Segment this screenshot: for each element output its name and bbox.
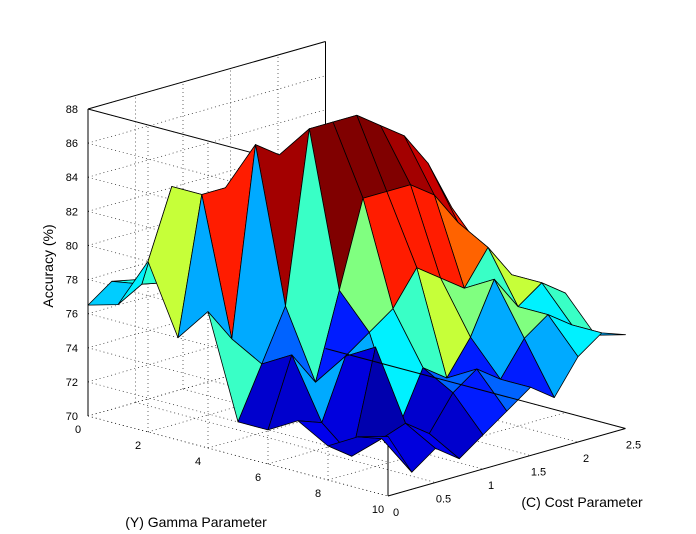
z-grid-back	[87, 75, 326, 144]
z-tick-label: 74	[66, 343, 78, 355]
x-tick-label: 0	[393, 507, 399, 519]
x-tick-label: 0.5	[436, 494, 451, 506]
z-tick-label: 76	[66, 309, 78, 321]
x-tick-label: 1.5	[531, 467, 546, 479]
z-tick-label: 80	[66, 240, 78, 252]
surface-face	[357, 435, 413, 473]
y-tick-label: 6	[255, 472, 261, 484]
y-tick-label: 0	[75, 424, 81, 436]
box-edge	[325, 348, 626, 429]
tick-labels: 70 72 74 76 78 80 82 84 86 88 0 2 4 6 8 10 0 0.5 1 1.5 2 2.5	[66, 104, 641, 519]
x-axis-label: (C) Cost Parameter	[521, 494, 643, 510]
z-axis-label: Accuracy (%)	[40, 224, 56, 307]
surface-faces	[87, 114, 626, 473]
z-tick-label: 70	[66, 411, 78, 423]
x-tick-label: 1	[488, 480, 494, 492]
x-tick-label: 2.5	[626, 440, 641, 452]
y-tick-label: 2	[135, 440, 141, 452]
front-box	[325, 348, 626, 497]
x-tick-label: 2	[583, 453, 589, 465]
z-tick-label: 86	[66, 138, 78, 150]
y-tick-label: 10	[372, 504, 384, 516]
z-tick-label: 78	[66, 275, 78, 287]
z-tick-label: 84	[66, 172, 78, 184]
z-tick-label: 82	[66, 206, 78, 218]
y-tick-label: 8	[315, 488, 321, 500]
z-tick-label: 72	[66, 377, 78, 389]
box-edge	[87, 41, 326, 110]
y-tick-label: 4	[195, 456, 201, 468]
box-edge	[387, 428, 626, 497]
z-tick-label: 88	[66, 104, 78, 116]
y-axis-label: (Y) Gamma Parameter	[125, 514, 267, 530]
